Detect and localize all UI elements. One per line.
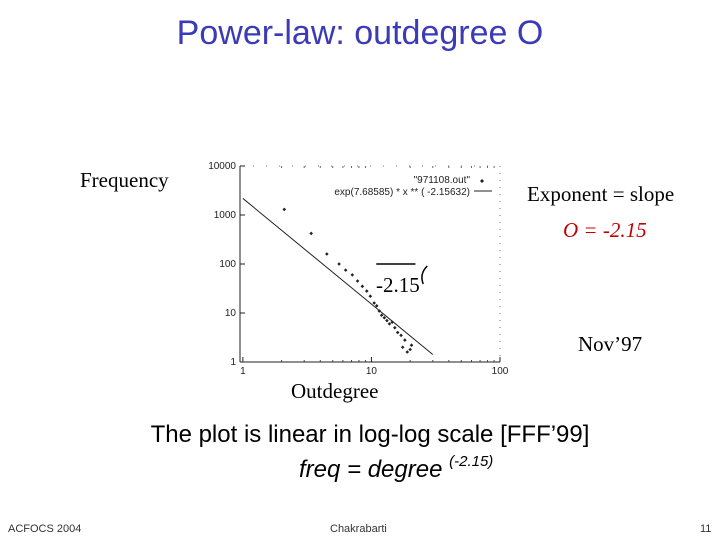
data-point <box>368 294 373 299</box>
data-point <box>379 313 384 318</box>
y-tick-label: 1000 <box>214 210 237 221</box>
data-point <box>408 347 412 352</box>
data-point <box>393 325 397 330</box>
y-tick-label: 1 <box>230 357 236 368</box>
slope-annotation: -2.15 <box>376 273 420 297</box>
y-tick-label: 100 <box>219 259 236 270</box>
caption-line-1: The plot is linear in log-log scale [FFF… <box>150 421 590 448</box>
fit-line-group <box>242 198 434 355</box>
caption-formula-exponent: (-2.15) <box>449 453 494 470</box>
data-point <box>385 318 389 323</box>
exponent-value: O = -2.15 <box>563 218 647 242</box>
x-tick-label: 100 <box>492 366 509 377</box>
x-tick-label: 1 <box>240 366 246 377</box>
caption-line-2: freq = degree (-2.15) <box>299 453 494 484</box>
data-point <box>400 345 405 350</box>
data-point <box>360 284 365 289</box>
data-point <box>343 268 348 272</box>
data-point <box>399 333 403 338</box>
exponent-label: Exponent = slope <box>527 182 675 206</box>
x-tick-label: 10 <box>366 366 378 377</box>
data-point <box>395 330 400 335</box>
x-axis-label: Outdegree <box>291 379 379 403</box>
data-point <box>390 320 394 324</box>
data-point <box>405 350 410 354</box>
data-point <box>382 315 387 320</box>
data-point <box>387 322 392 326</box>
data-point <box>377 309 382 313</box>
y-tick-label: 10 <box>225 308 237 319</box>
legend-entry-data: "971108.out" <box>414 175 471 186</box>
data-point <box>325 252 329 256</box>
data-point <box>364 289 369 293</box>
y-tick-label: 10000 <box>208 161 236 172</box>
legend-marker-diamond <box>480 179 484 183</box>
data-point <box>409 343 414 348</box>
footer-conference: ACFOCS 2004 <box>8 523 82 535</box>
data-point <box>374 304 379 308</box>
dataset-date-label: Nov’97 <box>578 332 643 356</box>
loglog-scatter-plot: 1 10 100 1000 10000 1 10 100 "971108.out"exp(7.… <box>208 161 509 377</box>
data-point <box>372 301 376 305</box>
data-point <box>282 207 287 212</box>
data-point <box>355 279 360 283</box>
data-point <box>337 262 341 266</box>
slope-annotation-line <box>376 263 428 285</box>
legend-entry-fit: exp(7.68585) * x ** ( -2.15632) <box>334 187 470 198</box>
footer-author: Chakrabarti <box>330 523 387 535</box>
data-point <box>309 231 313 236</box>
tick-marks: 1 10 100 1000 10000 1 10 100 <box>208 161 509 377</box>
legend: "971108.out"exp(7.68585) * x ** ( -2.156… <box>334 175 492 198</box>
data-point <box>350 273 355 277</box>
fit-line <box>242 198 434 355</box>
y-axis-label: Frequency <box>80 168 169 192</box>
caption-formula-base: freq = degree <box>299 456 450 483</box>
slope-angle-arc <box>421 265 428 285</box>
slide-title: Power-law: outdegree O <box>176 14 544 52</box>
data-point <box>403 338 407 342</box>
footer-page-number: 11 <box>700 523 712 535</box>
